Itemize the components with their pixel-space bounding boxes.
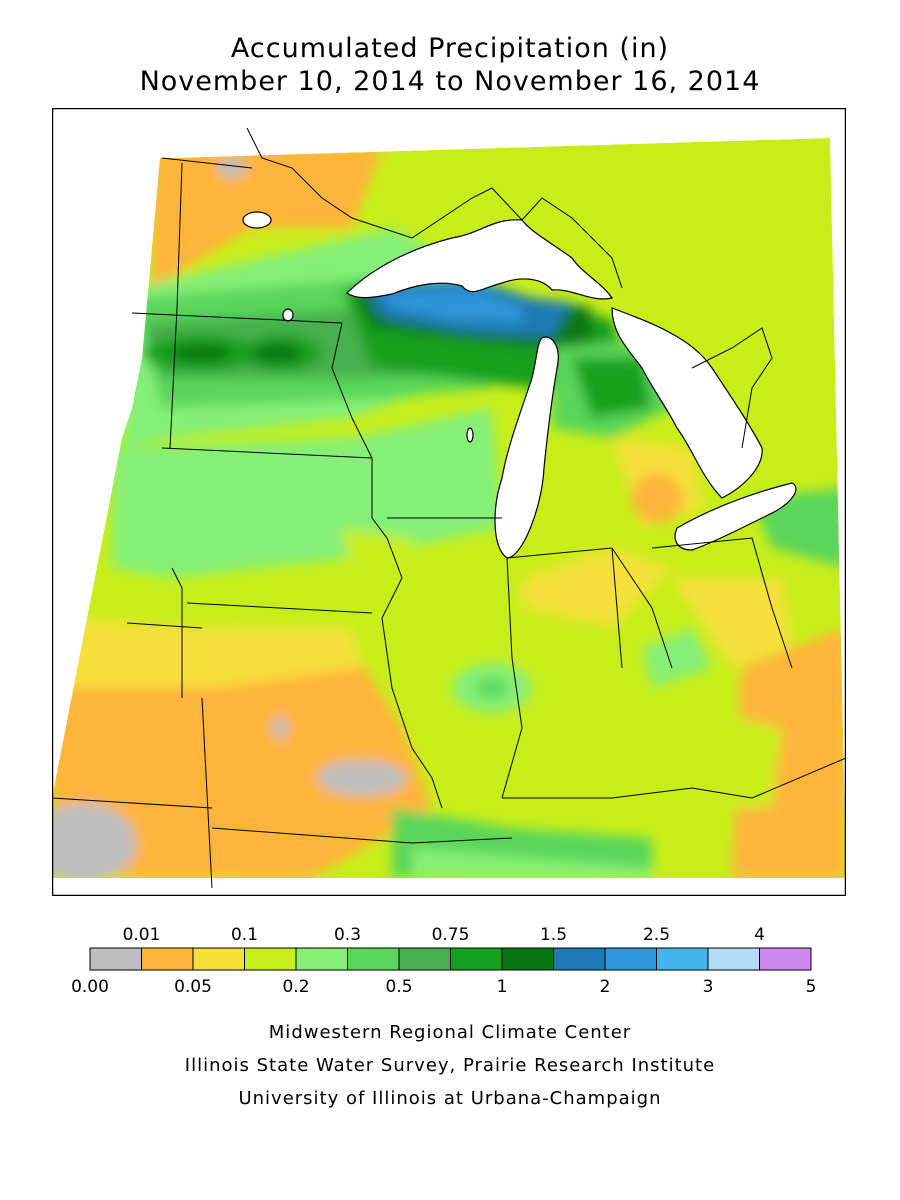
legend-color-bin bbox=[89, 947, 142, 971]
credit-line-1: Midwestern Regional Climate Center bbox=[268, 1022, 632, 1043]
legend-color-bin bbox=[398, 947, 451, 971]
legend-top-label: 0.01 bbox=[123, 925, 161, 945]
legend-bottom-label: 0.00 bbox=[71, 977, 109, 997]
legend-color-bin bbox=[347, 947, 400, 971]
legend-bottom-label: 5 bbox=[806, 977, 817, 997]
legend-top-label: 0.75 bbox=[432, 925, 470, 945]
legend-color-bin bbox=[604, 947, 657, 971]
credit-line-2: Illinois State Water Survey, Prairie Res… bbox=[184, 1055, 716, 1076]
lake-erie bbox=[674, 482, 797, 551]
legend-color-bin bbox=[450, 947, 503, 971]
legend-color-bin bbox=[244, 947, 297, 971]
credit-line-3: University of Illinois at Urbana-Champai… bbox=[238, 1088, 662, 1109]
legend-bottom-label: 0.05 bbox=[174, 977, 212, 997]
lake-huron bbox=[611, 307, 763, 499]
legend-bottom-label: 0.2 bbox=[282, 977, 309, 997]
legend-bottom-label: 1 bbox=[497, 977, 508, 997]
legend-color-bin bbox=[759, 947, 812, 971]
lake-superior bbox=[346, 219, 613, 300]
precipitation-map bbox=[52, 108, 846, 896]
legend-color-bin bbox=[656, 947, 709, 971]
precipitation-field bbox=[52, 138, 846, 878]
legend-color-bin bbox=[501, 947, 554, 971]
legend-color-bin bbox=[192, 947, 245, 971]
great-lakes bbox=[242, 211, 797, 559]
legend-color-bin bbox=[141, 947, 194, 971]
map-title: Accumulated Precipitation (in) bbox=[230, 33, 670, 64]
state-boundaries bbox=[52, 162, 846, 889]
legend-bottom-label: 0.5 bbox=[385, 977, 412, 997]
legend-bottom-label: 2 bbox=[600, 977, 611, 997]
legend-color-bin bbox=[707, 947, 760, 971]
legend-top-label: 2.5 bbox=[643, 925, 670, 945]
legend-top-label: 0.1 bbox=[231, 925, 258, 945]
legend-top-label: 0.3 bbox=[334, 925, 361, 945]
precipitation-legend: 0.01 0.1 0.3 0.75 1.5 2.5 4 0.00 0.05 0.2 0.5 1 2 3 5 bbox=[71, 925, 817, 997]
legend-color-bin bbox=[295, 947, 348, 971]
map-subtitle-date-range: November 10, 2014 to November 16, 2014 bbox=[139, 66, 761, 97]
canada-coastline bbox=[161, 127, 773, 449]
legend-top-label: 4 bbox=[754, 925, 765, 945]
legend-top-label: 1.5 bbox=[540, 925, 567, 945]
legend-color-bin bbox=[553, 947, 606, 971]
legend-bottom-label: 3 bbox=[703, 977, 714, 997]
